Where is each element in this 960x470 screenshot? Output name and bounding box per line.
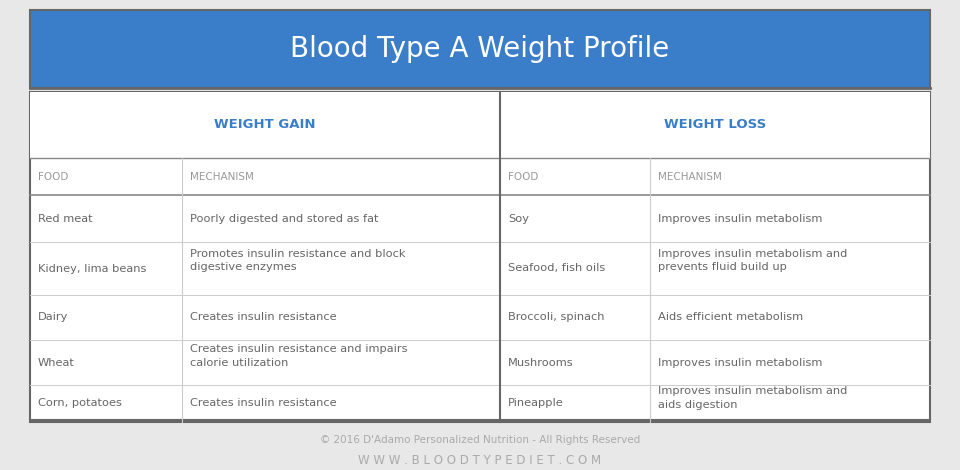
Text: Improves insulin metabolism: Improves insulin metabolism	[658, 213, 823, 224]
Text: WEIGHT LOSS: WEIGHT LOSS	[664, 118, 766, 132]
Text: Improves insulin metabolism and
aids digestion: Improves insulin metabolism and aids dig…	[658, 386, 848, 410]
Text: Improves insulin metabolism and
prevents fluid build up: Improves insulin metabolism and prevents…	[658, 249, 848, 272]
Text: Red meat: Red meat	[38, 213, 92, 224]
Text: FOOD: FOOD	[508, 172, 539, 181]
Text: Blood Type A Weight Profile: Blood Type A Weight Profile	[290, 35, 670, 63]
Text: Wheat: Wheat	[38, 358, 75, 368]
Text: Improves insulin metabolism: Improves insulin metabolism	[658, 358, 823, 368]
Text: Creates insulin resistance: Creates insulin resistance	[190, 399, 337, 408]
Text: Creates insulin resistance and impairs
calorie utilization: Creates insulin resistance and impairs c…	[190, 344, 407, 368]
Text: MECHANISM: MECHANISM	[658, 172, 722, 181]
Text: Soy: Soy	[508, 213, 529, 224]
Text: MECHANISM: MECHANISM	[190, 172, 253, 181]
Text: Broccoli, spinach: Broccoli, spinach	[508, 313, 605, 322]
Text: Corn, potatoes: Corn, potatoes	[38, 399, 122, 408]
Text: Promotes insulin resistance and block
digestive enzymes: Promotes insulin resistance and block di…	[190, 249, 405, 272]
Bar	[30, 92, 930, 420]
Text: Poorly digested and stored as fat: Poorly digested and stored as fat	[190, 213, 378, 224]
Text: Creates insulin resistance: Creates insulin resistance	[190, 313, 337, 322]
Text: Mushrooms: Mushrooms	[508, 358, 574, 368]
Text: © 2016 D'Adamo Personalized Nutrition - All Rights Reserved: © 2016 D'Adamo Personalized Nutrition - …	[320, 435, 640, 445]
Text: WEIGHT GAIN: WEIGHT GAIN	[214, 118, 316, 132]
Bar	[30, 10, 930, 88]
Text: FOOD: FOOD	[38, 172, 68, 181]
Text: Dairy: Dairy	[38, 313, 68, 322]
Text: Pineapple: Pineapple	[508, 399, 564, 408]
Bar	[30, 92, 930, 158]
Text: Kidney, lima beans: Kidney, lima beans	[38, 264, 146, 274]
Text: W W W . B L O O D T Y P E D I E T . C O M: W W W . B L O O D T Y P E D I E T . C O …	[358, 454, 602, 467]
Text: Aids efficient metabolism: Aids efficient metabolism	[658, 313, 804, 322]
Text: Seafood, fish oils: Seafood, fish oils	[508, 264, 605, 274]
